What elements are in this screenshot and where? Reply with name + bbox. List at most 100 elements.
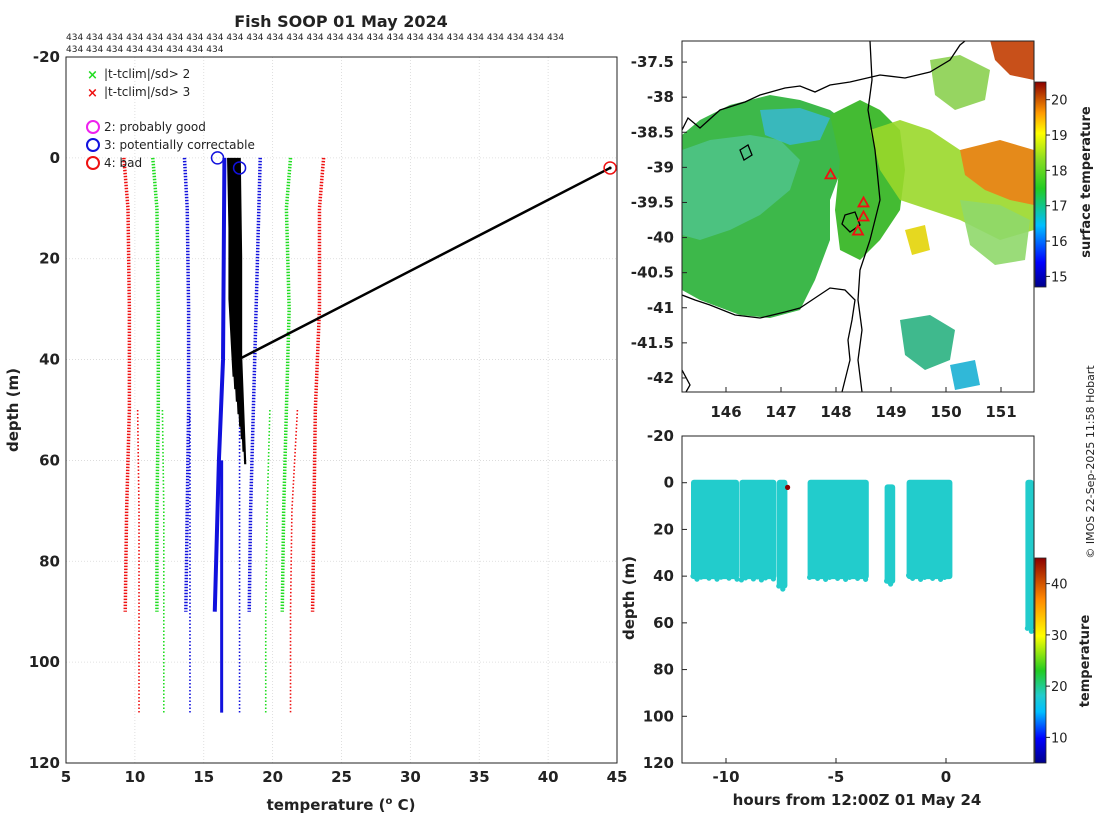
time-axes-box [681, 435, 1035, 764]
profile-xtick-label: 25 [331, 768, 352, 786]
coastline [682, 41, 966, 392]
time-point [738, 577, 745, 583]
map-ytick-label: -40.5 [631, 264, 674, 282]
time-ytick-label: 20 [653, 520, 674, 538]
profile-blue-line [212, 157, 227, 612]
time-ytick-label: 0 [664, 474, 674, 492]
legend-label-sd3: |t-tclim|/sd> 3 [104, 85, 190, 99]
time-point [851, 572, 857, 578]
profile-xtick-label: 35 [469, 768, 490, 786]
legend-circle-blue-icon [86, 138, 100, 152]
time-point [934, 573, 940, 579]
time-point [835, 575, 841, 581]
profile-xlabel: temperature (o C) [267, 796, 416, 814]
profile-black-line [233, 157, 242, 427]
time-ytick-label: 60 [653, 614, 674, 632]
time-ytick-label: 120 [643, 754, 674, 772]
profile-grid [65, 56, 618, 764]
sst-bass-strait-cyan [682, 135, 800, 240]
time-cluster [691, 479, 739, 580]
time-point [758, 577, 765, 583]
map-xtick-label: 149 [875, 403, 906, 421]
map-panel: 146 147 148 149 150 151 -37.5 -38 -38.5 -39 -39.5 -… [631, 40, 1094, 421]
id-labels-row2: 434 434 434 434 434 434 434 434 [66, 45, 224, 55]
time-xtick-label: -10 [712, 768, 739, 786]
time-colorbar [1034, 557, 1047, 764]
profile-ytick-label: -20 [33, 48, 60, 66]
profile-xtick-label: 15 [193, 768, 214, 786]
map-axes-box [681, 40, 1035, 393]
profile-flag-circle [210, 151, 225, 165]
time-xlabel: hours from 12:00Z 01 May 24 [733, 791, 982, 809]
time-ticks: -10 -5 0 -20 0 20 40 60 80 100 120 [643, 427, 952, 786]
profile-xtick-label: 10 [124, 768, 145, 786]
profile-clim-line [310, 157, 326, 612]
profile-xlabel-sup: o [385, 796, 392, 807]
time-point [914, 573, 920, 579]
time-point [690, 573, 696, 579]
profile-xtick-label: 45 [607, 768, 628, 786]
time-point [726, 575, 732, 581]
time-point [823, 576, 829, 582]
map-xtick-label: 151 [985, 403, 1016, 421]
sst-tasman-north [960, 140, 1034, 205]
map-colorbar [1034, 81, 1047, 288]
time-point [906, 572, 912, 578]
sst-northeast-patch [930, 55, 990, 110]
profile-black-line [238, 157, 247, 465]
time-colorbar-tick-label: 20 [1051, 680, 1068, 695]
map-ytick-label: -39.5 [631, 193, 674, 211]
time-point [888, 581, 894, 587]
map-ytick-label: -38.5 [631, 123, 674, 141]
time-colorbar-tick-label: 30 [1051, 629, 1068, 644]
time-xtick-label: 0 [941, 768, 951, 786]
map-xtick-label: 148 [820, 403, 851, 421]
time-point [884, 578, 890, 584]
legend-label-potentially-correctable: 3: potentially correctable [104, 138, 255, 152]
time-point [807, 574, 813, 580]
profile-ytick-label: 120 [29, 754, 60, 772]
map-colorbar-tick-label: 15 [1051, 270, 1068, 285]
time-point [843, 576, 849, 582]
profile-clim-line-deep [136, 409, 140, 713]
time-point [815, 575, 821, 581]
profile-flagged-points [210, 151, 617, 175]
time-point [926, 572, 932, 578]
sst-south-cyan [950, 360, 980, 390]
profile-flag-circle [603, 161, 617, 175]
time-ytick-label: 80 [653, 661, 674, 679]
sst-yellow-patch [905, 225, 930, 255]
profile-xtick-label: 30 [400, 768, 421, 786]
time-point [1024, 625, 1030, 631]
time-point [839, 573, 845, 579]
time-point [827, 574, 833, 580]
legend-label-probably-good: 2: probably good [104, 120, 206, 134]
time-point [742, 575, 749, 581]
time-point [946, 572, 952, 578]
profile-black-line [231, 157, 240, 415]
map-stations [823, 167, 871, 236]
time-point [847, 574, 853, 580]
map-station-triangle-icon [856, 195, 871, 208]
profile-clim-line [151, 157, 161, 612]
time-point [702, 572, 708, 578]
map-ytick-label: -41.5 [631, 334, 674, 352]
time-point [938, 576, 944, 582]
time-point [819, 573, 825, 579]
profile-clim-line-deep [161, 409, 165, 713]
time-point [770, 576, 777, 582]
time-point [698, 574, 704, 580]
time-point [1028, 628, 1034, 634]
profile-lines [212, 157, 611, 713]
map-colorbar-tick-label: 17 [1051, 200, 1068, 215]
profile-flag-dot [608, 166, 612, 170]
time-point [922, 574, 928, 580]
profile-ticks: 5 10 15 20 25 30 35 40 45 -20 0 20 40 60 80 100 120 [29, 48, 628, 786]
legend-x-green-icon: × [87, 68, 98, 83]
profile-black-line [227, 157, 235, 377]
time-colorbar-tick-label: 40 [1051, 578, 1068, 593]
time-point [776, 583, 782, 589]
time-colorbar-ticks: 40 30 20 10 [1046, 578, 1068, 746]
time-point [734, 576, 740, 582]
